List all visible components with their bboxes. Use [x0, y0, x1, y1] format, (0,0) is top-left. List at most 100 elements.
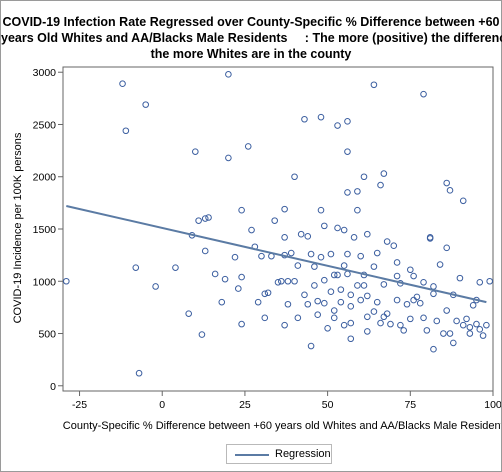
data-point [317, 206, 325, 214]
data-point [311, 282, 318, 289]
data-point [344, 148, 351, 155]
plot-area-border [62, 66, 494, 392]
data-point [63, 277, 70, 285]
data-point [284, 300, 292, 308]
data-point [294, 314, 302, 322]
data-point [340, 262, 348, 269]
data-point [330, 271, 338, 279]
data-point [122, 127, 130, 135]
data-point [231, 253, 239, 261]
data-point [350, 234, 358, 241]
data-point [420, 279, 427, 286]
data-point [205, 214, 212, 221]
chart-title-line-3: the more Whites are in the county [150, 47, 352, 61]
data-point [373, 249, 381, 257]
data-point [466, 323, 474, 331]
data-point [327, 250, 335, 258]
data-point [476, 326, 484, 333]
data-point [337, 286, 345, 293]
data-point [172, 264, 179, 271]
data-point [238, 206, 245, 214]
data-point [301, 115, 308, 123]
data-point [119, 80, 126, 88]
data-point [307, 250, 315, 258]
data-point [347, 303, 355, 310]
data-point [294, 262, 302, 269]
data-point [354, 282, 361, 289]
data-point [403, 300, 411, 308]
data-point [291, 173, 298, 181]
data-point [393, 259, 401, 266]
data-point [440, 330, 447, 337]
x-tick-label: 25 [239, 399, 251, 411]
data-point [340, 226, 348, 234]
data-point [354, 206, 361, 214]
data-point [261, 290, 269, 298]
data-point [321, 276, 328, 284]
data-point [301, 291, 308, 299]
regression-line [66, 205, 487, 304]
data-point [370, 308, 378, 315]
data-point [466, 330, 474, 337]
data-point [152, 283, 159, 290]
data-point [314, 297, 321, 305]
data-point [248, 226, 255, 234]
data-point [192, 148, 199, 155]
data-point [357, 296, 364, 304]
data-point [459, 321, 467, 329]
data-point [347, 291, 355, 299]
data-point [407, 266, 414, 274]
data-point [211, 270, 219, 278]
data-point [459, 197, 467, 205]
x-tick-label: 0 [159, 399, 165, 411]
x-tick-label: -25 [72, 399, 87, 411]
data-point [344, 189, 351, 196]
data-point [370, 263, 378, 270]
y-tick-label: 1500 [33, 224, 57, 236]
data-point [360, 173, 368, 181]
data-point [321, 299, 328, 307]
data-point [135, 369, 143, 377]
data-point [344, 270, 351, 278]
data-point [393, 296, 401, 304]
data-point [443, 179, 450, 187]
data-point [334, 122, 341, 129]
y-tick-label: 1000 [33, 276, 57, 288]
data-point [446, 330, 454, 337]
data-point [324, 324, 331, 332]
data-point [364, 328, 371, 335]
data-point [390, 242, 398, 250]
data-point [420, 314, 427, 322]
data-point [334, 271, 341, 279]
data-point [244, 143, 252, 150]
data-point [254, 298, 262, 306]
data-point [132, 264, 140, 271]
data-point [225, 154, 232, 162]
data-point [377, 319, 384, 327]
data-point [198, 331, 206, 338]
data-point [264, 289, 272, 297]
data-point [364, 313, 371, 321]
data-point [281, 205, 288, 213]
data-point [436, 261, 444, 268]
data-point [354, 188, 361, 195]
data-point [383, 310, 391, 317]
data-point [380, 281, 388, 288]
data-point [347, 319, 355, 327]
data-point [317, 113, 325, 121]
data-point [321, 222, 328, 230]
y-axis-title: COVID-19 Incidence per 100K persons [12, 132, 24, 323]
data-point [201, 247, 209, 255]
data-point [420, 90, 427, 98]
data-point [360, 282, 368, 289]
data-point [238, 320, 245, 328]
data-point [274, 279, 282, 286]
data-point [413, 293, 421, 301]
data-point [456, 274, 464, 282]
data-point [195, 217, 202, 224]
data-point [281, 234, 288, 241]
data-point [383, 238, 391, 245]
data-point [225, 71, 232, 78]
data-point [235, 285, 242, 292]
